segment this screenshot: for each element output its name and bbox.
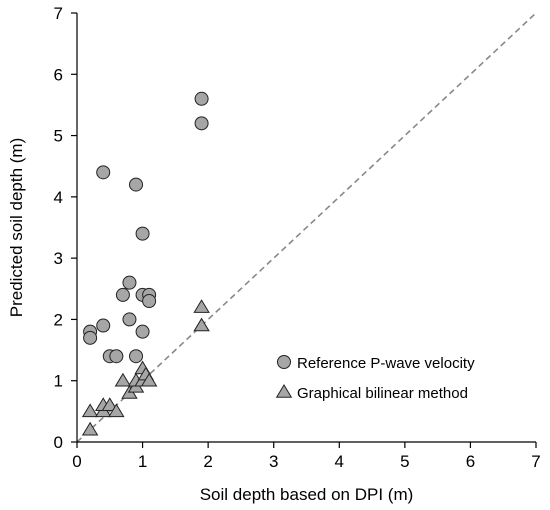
- data-point-reference-p-wave: [83, 330, 98, 345]
- data-point-reference-p-wave: [135, 324, 150, 339]
- data-point-graphical-bilinear: [193, 317, 210, 332]
- data-point-reference-p-wave: [96, 318, 111, 333]
- reference-line-layer: [76, 12, 537, 443]
- data-point-graphical-bilinear: [81, 421, 99, 436]
- axes: [76, 13, 536, 443]
- legend-label-reference-p-wave: Reference P-wave velocity: [297, 355, 475, 372]
- x-tick-label: 3: [269, 452, 278, 471]
- y-tick-label: 6: [54, 65, 63, 84]
- x-tick-label: 6: [466, 452, 475, 471]
- legend-label-graphical-bilinear: Graphical bilinear method: [297, 385, 468, 402]
- data-point-graphical-bilinear: [81, 403, 99, 418]
- legend: Reference P-wave velocity Graphical bili…: [275, 355, 475, 402]
- y-tick-label: 4: [54, 188, 63, 207]
- data-point-graphical-bilinear: [140, 372, 158, 387]
- y-tick-label: 2: [54, 310, 63, 329]
- y-tick-label: 7: [54, 4, 63, 23]
- x-tick-label: 5: [400, 452, 409, 471]
- one-to-one-line: [76, 12, 537, 443]
- x-tick-label: 1: [138, 452, 147, 471]
- data-point-reference-p-wave: [142, 294, 157, 309]
- data-point-reference-p-wave: [122, 312, 137, 327]
- y-tick-label: 3: [54, 249, 63, 268]
- data-point-reference-p-wave: [109, 349, 124, 364]
- legend-marker-reference-p-wave: [277, 355, 291, 369]
- data-point-reference-p-wave: [129, 177, 144, 192]
- y-axis-title: Predicted soil depth (m): [7, 138, 26, 318]
- data-point-reference-p-wave: [122, 275, 137, 290]
- data-point-graphical-bilinear: [193, 299, 210, 313]
- data-point-reference-p-wave: [129, 349, 144, 364]
- data-points: [81, 91, 210, 436]
- data-point-reference-p-wave: [115, 287, 130, 302]
- ticks: 0 1 2 3 4 5 6 7 0 1 2 3 4 5 6 7: [54, 4, 541, 471]
- data-point-graphical-bilinear: [114, 372, 132, 387]
- x-tick-label: 7: [531, 452, 540, 471]
- legend-marker-graphical-bilinear: [275, 384, 293, 398]
- data-point-reference-p-wave: [194, 116, 209, 131]
- data-point-reference-p-wave: [135, 226, 150, 241]
- y-tick-label: 0: [54, 433, 63, 452]
- data-point-graphical-bilinear: [108, 403, 125, 418]
- data-point-reference-p-wave: [194, 91, 209, 106]
- y-tick-label: 5: [54, 127, 63, 146]
- x-tick-label: 4: [335, 452, 344, 471]
- y-tick-label: 1: [54, 372, 63, 391]
- x-tick-label: 2: [203, 452, 212, 471]
- data-point-graphical-bilinear: [101, 397, 119, 411]
- x-tick-label: 0: [72, 452, 81, 471]
- x-axis-title: Soil depth based on DPI (m): [200, 485, 414, 504]
- data-point-reference-p-wave: [96, 165, 111, 180]
